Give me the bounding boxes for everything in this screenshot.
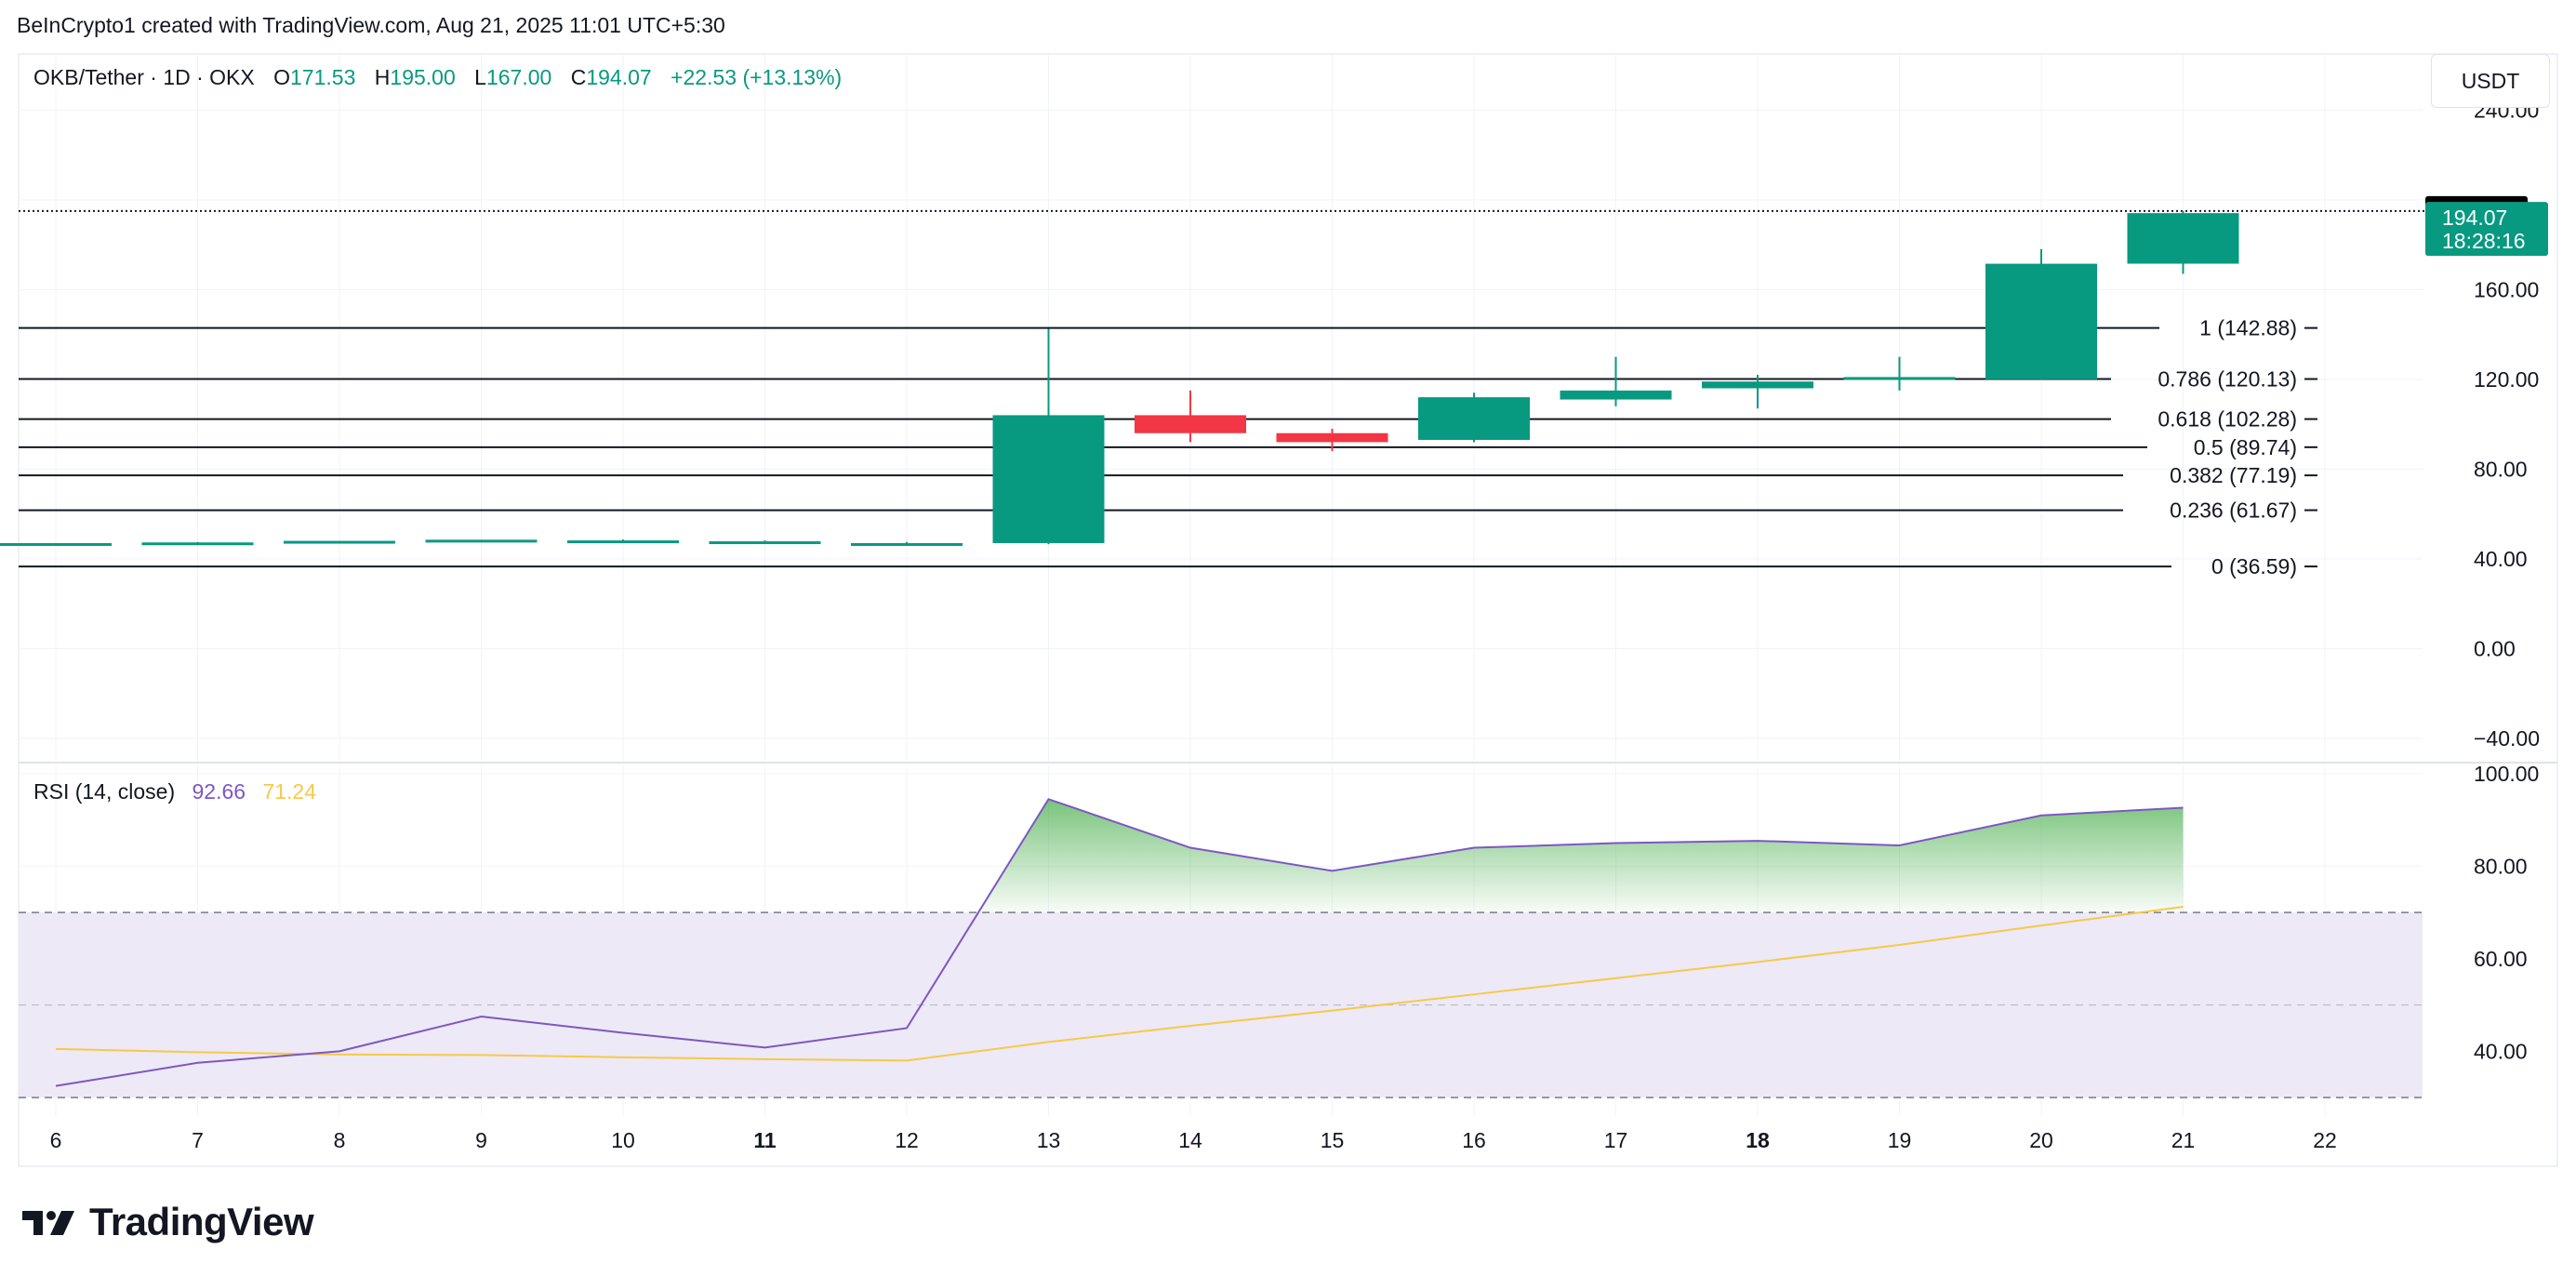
rsi-line [55,798,2184,1087]
rsi-axis-label: 60.00 [2474,947,2528,971]
rsi-pane [19,798,2423,1098]
fib-level-label: 0 (36.59) [2211,554,2297,578]
x-axis-label: 19 [1888,1128,1912,1152]
low-label: L [474,65,486,89]
candle-body [1276,432,1388,443]
fib-level-label: 0.786 (120.13) [2158,367,2297,392]
chart-frame [18,53,2558,1167]
chart-caption: BeInCrypto1 created with TradingView.com… [17,13,725,37]
price-axis-label: 120.00 [2474,367,2539,392]
candle-body [567,540,679,544]
price-axis-label: 160.00 [2474,277,2539,301]
close-label: C [570,65,587,89]
high-label: H [374,65,391,89]
candle-body [1843,377,1956,380]
last-price-tag [2425,202,2548,257]
open-label: O [273,65,291,89]
chart-border [18,53,2558,1167]
candle-body [2127,213,2239,264]
candle-body [0,542,112,546]
candle-body [1135,415,1246,433]
rsi-title[interactable]: RSI (14, close) [33,779,176,804]
tradingview-logo[interactable]: TradingView [20,1200,314,1244]
x-axis-label: 12 [895,1128,919,1152]
candle-body [284,540,395,544]
high-value: 195.00 [390,65,456,89]
candle-body [1702,381,1813,389]
low-value: 167.00 [485,65,552,89]
candle-body [709,541,821,545]
candle-body [1985,263,2097,379]
open-value: 171.53 [290,65,356,89]
x-axis-label: 15 [1321,1128,1345,1152]
rsi-legend: RSI (14, close) 92.66 71.24 [33,779,316,804]
price-axis-label: 0.00 [2474,636,2516,660]
price-axis-label: −40.00 [2474,726,2540,751]
rsi-value: 92.66 [192,779,246,804]
price-axis-label: 80.00 [2474,457,2528,481]
rsi-ma-value: 71.24 [262,779,317,804]
candles [0,210,2239,546]
rsi-overbought-fill [978,799,2184,913]
fib-level-label: 0.236 (61.67) [2170,498,2297,523]
x-axis-label: 13 [1037,1128,1061,1152]
tradingview-wordmark: TradingView [89,1200,314,1243]
close-value: 194.07 [586,65,652,89]
x-axis-label: 22 [2313,1128,2337,1152]
x-axis-label: 20 [2029,1128,2053,1152]
rsi-axis-label: 40.00 [2474,1039,2528,1063]
x-axis-label: 6 [50,1128,62,1152]
rsi-ma-line [55,905,2184,1062]
price-legend: OKB/Tether · 1D · OKX O171.53 H195.00 L1… [33,65,842,90]
tradingview-logo-icon [22,1211,74,1235]
rsi-axis-label: 100.00 [2474,762,2539,786]
candle-body [425,539,538,543]
x-axis-label: 17 [1604,1128,1628,1152]
x-axis-label: 7 [192,1128,204,1152]
symbol-title[interactable]: OKB/Tether · 1D · OKX [33,65,255,89]
candle-body [1560,390,1672,400]
fib-level-label: 0.618 (102.28) [2158,407,2297,432]
countdown-tag-text: 18:28:16 [2442,229,2526,253]
fib-level-label: 0.382 (77.19) [2170,463,2297,487]
x-axis-label: 9 [475,1128,487,1152]
rsi-axis-label: 80.00 [2474,854,2528,878]
currency-selector[interactable]: USDT [2431,54,2550,108]
change-value: +22.53 (+13.13%) [671,65,843,89]
candle-body [992,415,1105,543]
candle-body [141,542,254,546]
x-axis-label: 10 [611,1128,635,1152]
candle-body [851,542,963,546]
last-price-tag-text: 194.07 [2442,206,2507,230]
fib-level-label: 0.5 (89.74) [2194,435,2297,459]
price-axis-label: 40.00 [2474,547,2528,571]
x-axis-label: 21 [2171,1128,2196,1152]
fib-level-label: 1 (142.88) [2199,316,2297,340]
x-axis-label: 8 [334,1128,346,1152]
axes: 240.00160.00120.0080.0040.000.00−40.0010… [50,98,2548,1152]
x-axis-label: 18 [1746,1128,1770,1152]
candle-body [1418,397,1530,440]
x-axis-label: 11 [753,1128,777,1152]
x-axis-label: 16 [1462,1128,1486,1152]
x-axis-label: 14 [1178,1128,1202,1152]
